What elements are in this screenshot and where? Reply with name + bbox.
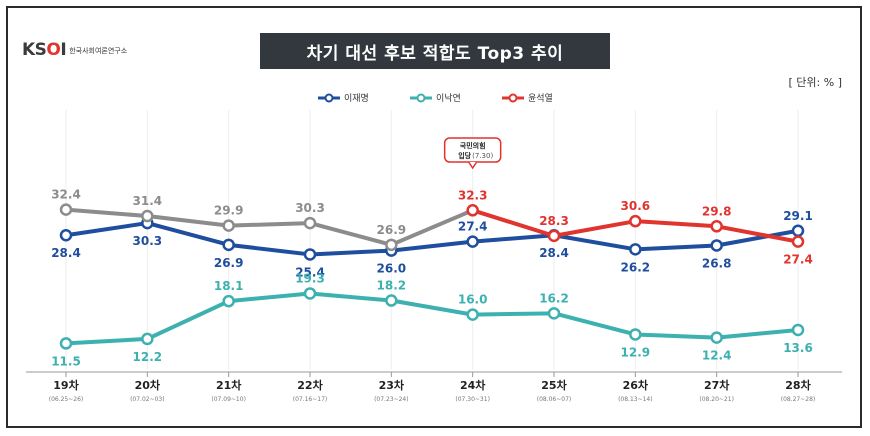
x-tick-date: (07.02~03) [130,396,165,403]
data-label: 28.4 [51,246,81,260]
data-label: 12.2 [133,350,163,364]
x-tick-date: (08.20~21) [699,396,734,403]
annotation-pointer [468,161,478,170]
data-point [791,235,805,248]
x-tick-label: 19차 [53,378,79,392]
logo-wordmark: KSOI [22,40,67,60]
data-point [141,332,154,346]
x-tick-label: 22차 [297,378,323,392]
data-point [303,287,317,300]
legend-marker [508,93,518,103]
data-label: 31.4 [133,194,163,208]
data-point [710,331,723,344]
data-label: 26.9 [214,256,244,270]
data-label: 27.4 [783,253,813,267]
data-point [547,307,561,320]
data-label: 29.9 [214,204,244,218]
annotation-line2: 입당 [458,151,471,160]
x-tick-date: (07.23~24) [374,396,409,403]
data-label: 12.9 [621,345,651,359]
x-tick-label: 23차 [379,378,405,392]
annotation-line1: 국민의힘 [460,141,486,150]
data-point [791,224,805,238]
data-label: 18.2 [377,279,407,293]
data-point [222,294,235,308]
x-tick-date: (08.13~14) [618,396,653,403]
data-label: 29.1 [783,209,813,223]
data-point [59,337,73,350]
data-label: 11.5 [51,354,81,368]
data-point [141,209,154,223]
data-point [466,204,479,217]
data-point [385,238,398,252]
x-tick-date: (08.06~07) [537,396,572,403]
ksoi-logo: KSOI 한국사회여론연구소 [22,40,127,60]
x-tick-label: 24차 [460,378,486,392]
series-line [65,221,799,257]
data-point [629,214,642,228]
legend-label: 이낙연 [436,93,461,104]
x-tick-label: 26차 [623,378,649,392]
data-label: 32.3 [458,188,488,202]
data-point [385,294,398,307]
x-tick-date: (07.09~10) [211,396,246,403]
data-point [303,248,317,261]
data-label: 26.2 [621,260,651,274]
chart-title: 차기 대선 후보 적합도 Top3 추이 [260,33,610,69]
data-label: 26.9 [377,223,407,237]
data-point [303,216,317,230]
data-label: 19.3 [295,271,325,285]
series-line [65,291,799,346]
data-point [791,323,805,337]
data-point [466,235,479,248]
x-tick-date: (07.16~17) [293,396,328,403]
data-point [222,219,235,232]
data-point [59,228,73,242]
logo-subtitle: 한국사회여론연구소 [69,47,128,55]
data-label: 25.4 [295,265,325,279]
data-point [466,308,479,321]
data-label: 18.1 [214,279,244,293]
x-tick-label: 27차 [704,378,730,392]
data-label: 29.8 [702,204,732,218]
data-label: 27.4 [458,220,488,234]
data-label: 30.3 [295,201,325,215]
x-tick-label: 28차 [785,378,811,392]
legend-label: 이재명 [344,93,369,104]
legend-marker [324,93,334,103]
data-label: 16.0 [458,293,488,307]
unit-label: [ 단위: % ] [788,76,842,89]
x-tick-label: 20차 [135,378,161,392]
data-point [710,239,723,252]
data-label: 26.8 [702,256,732,270]
data-label: 32.4 [51,188,81,202]
legend-marker [416,93,426,103]
data-point [547,229,561,243]
data-point [222,238,235,252]
data-label: 26.0 [377,262,407,276]
x-tick-date: (06.25~26) [49,396,84,403]
data-label: 28.3 [539,214,569,228]
data-label: 13.6 [783,341,813,355]
x-tick-label: 25차 [541,378,567,392]
data-label: 30.3 [133,234,163,248]
x-tick-date: (07.30~31) [455,396,490,403]
annotation-date: (7.30) [472,152,493,160]
data-point [629,328,642,341]
data-point [629,243,642,256]
data-label: 16.2 [539,291,569,305]
data-label: 12.4 [702,349,732,363]
data-label: 30.6 [621,199,651,213]
x-tick-date: (08.27~28) [781,396,816,403]
data-point [59,203,73,216]
series-line [65,207,474,247]
x-tick-label: 21차 [216,378,242,392]
data-point [710,220,723,233]
legend-label: 윤석열 [528,93,553,104]
data-label: 28.4 [539,246,569,260]
